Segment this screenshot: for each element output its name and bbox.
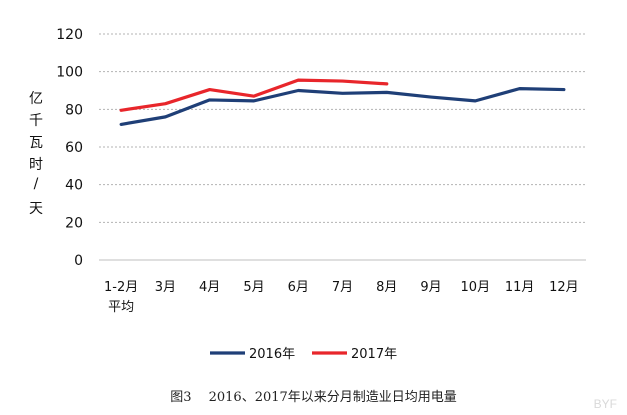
x-tick-label: 9月 bbox=[420, 280, 441, 295]
y-tick-label: 40 bbox=[65, 178, 83, 194]
legend-label: 2016年 bbox=[249, 347, 295, 362]
x-tick-label: 10月 bbox=[461, 280, 491, 295]
x-tick-label: 1-2月 bbox=[104, 280, 138, 295]
y-tick-label: 120 bbox=[56, 27, 83, 43]
y-axis-label-char: / bbox=[33, 176, 39, 192]
legend-label: 2017年 bbox=[351, 347, 397, 362]
x-tick-label: 7月 bbox=[332, 280, 353, 295]
x-tick-label: 平均 bbox=[108, 300, 134, 315]
x-tick-label: 5月 bbox=[243, 280, 264, 295]
x-tick-label: 4月 bbox=[199, 280, 220, 295]
figure-caption: 图3 2016、2017年以来分月制造业日均用电量 bbox=[170, 390, 457, 405]
watermark-logo: BYF bbox=[593, 397, 617, 411]
y-axis-label-char: 千 bbox=[29, 113, 43, 129]
y-tick-label: 20 bbox=[65, 215, 83, 231]
x-tick-label: 8月 bbox=[376, 280, 397, 295]
x-tick-label: 12月 bbox=[549, 280, 579, 295]
y-axis-label-char: 亿 bbox=[29, 91, 43, 107]
y-axis-label-char: 天 bbox=[29, 201, 43, 217]
y-tick-label: 100 bbox=[56, 65, 83, 81]
x-tick-label: 6月 bbox=[288, 280, 309, 295]
y-tick-label: 0 bbox=[74, 253, 83, 269]
y-axis-label-char: 瓦 bbox=[29, 135, 43, 151]
y-tick-label: 80 bbox=[65, 102, 83, 118]
x-tick-label: 11月 bbox=[505, 280, 535, 295]
series-line-2016 bbox=[119, 87, 566, 127]
x-tick-label: 3月 bbox=[155, 280, 176, 295]
series-line-2017 bbox=[119, 78, 389, 112]
y-tick-label: 60 bbox=[65, 140, 83, 156]
y-axis-label-char: 时 bbox=[29, 157, 43, 173]
